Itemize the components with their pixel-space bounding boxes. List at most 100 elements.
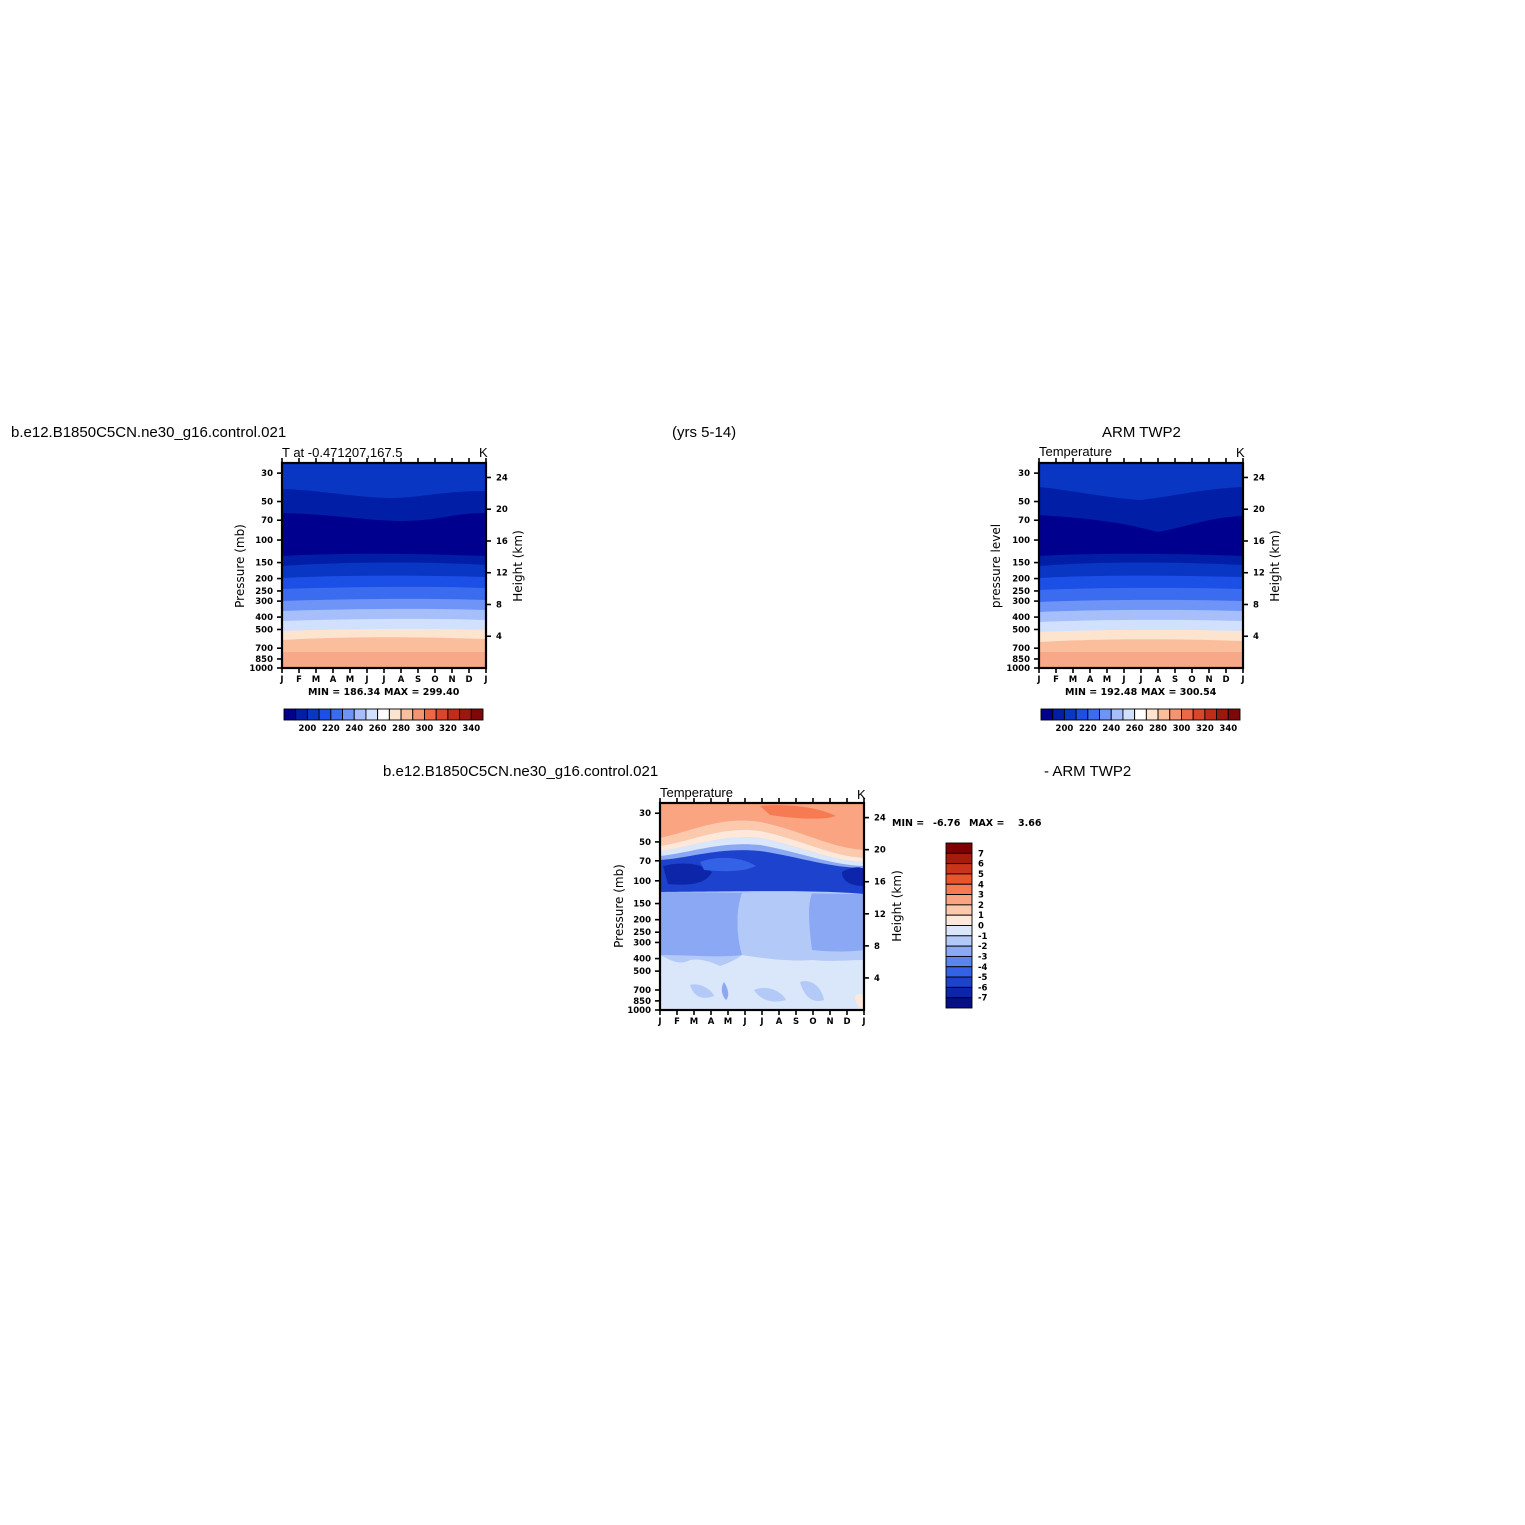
y-tick-label-height: 8 bbox=[496, 600, 502, 610]
x-tick-label: J bbox=[1138, 675, 1142, 685]
y-tick-label-pressure: 200 bbox=[255, 575, 273, 585]
colorbar-label: 240 bbox=[345, 724, 363, 734]
y-tick-label-pressure: 300 bbox=[255, 597, 273, 607]
panel-c-max-label: MAX = bbox=[969, 818, 1004, 829]
y-tick-label-height: 24 bbox=[874, 814, 886, 824]
colorbar-swatch bbox=[945, 997, 973, 1009]
x-tick-label: A bbox=[1087, 675, 1094, 685]
x-tick-label: S bbox=[793, 1017, 799, 1027]
x-tick-label: F bbox=[1053, 675, 1059, 685]
colorbar-label: 260 bbox=[1126, 724, 1144, 734]
colorbar-label: -6 bbox=[978, 983, 988, 993]
x-tick-label: M bbox=[724, 1017, 732, 1027]
panel-a-min: MIN = 186.34 bbox=[308, 687, 381, 698]
x-tick-label: M bbox=[1069, 675, 1077, 685]
colorbar-swatch bbox=[945, 914, 973, 926]
colorbar-swatch bbox=[1075, 708, 1089, 721]
y-tick-label-height: 16 bbox=[496, 537, 508, 547]
colorbar-label: 240 bbox=[1102, 724, 1120, 734]
x-tick-label: J bbox=[279, 675, 283, 685]
y-tick-label-height: 4 bbox=[874, 974, 880, 984]
colorbar-swatch bbox=[945, 955, 973, 968]
y-tick-label-pressure: 250 bbox=[1012, 587, 1030, 597]
colorbar-swatch bbox=[945, 925, 973, 937]
panel-c-units: K bbox=[857, 787, 866, 802]
colorbar-label: 7 bbox=[978, 849, 984, 859]
colorbar-swatch bbox=[283, 708, 297, 721]
panel-a-axes: J F M A M J J A S O N D J305070100150200250300400500… bbox=[249, 458, 508, 685]
y-tick-label-pressure: 1000 bbox=[249, 664, 273, 674]
colorbar-swatch bbox=[945, 986, 973, 999]
x-tick-label: D bbox=[843, 1017, 850, 1027]
colorbar-label: -1 bbox=[978, 932, 988, 942]
colorbar-swatch bbox=[1110, 708, 1124, 721]
panel-c-contours bbox=[660, 803, 864, 1010]
x-tick-label: S bbox=[1172, 675, 1178, 685]
panel-a-ylabel-left: Pressure (mb) bbox=[233, 524, 247, 608]
colorbar-label: -3 bbox=[978, 952, 988, 962]
x-tick-label: O bbox=[809, 1017, 816, 1027]
panel-c-ylabel-left: Pressure (mb) bbox=[612, 864, 626, 948]
y-tick-label-pressure: 150 bbox=[1012, 559, 1030, 569]
colorbar-label: 260 bbox=[369, 724, 387, 734]
colorbar-swatch bbox=[400, 708, 414, 721]
y-tick-label-height: 12 bbox=[874, 910, 886, 920]
colorbar-swatch bbox=[306, 708, 320, 721]
panel-a-max: MAX = 299.40 bbox=[384, 687, 460, 698]
colorbar-swatch bbox=[945, 976, 973, 988]
x-tick-label: S bbox=[415, 675, 421, 685]
x-tick-label: J bbox=[483, 675, 487, 685]
colorbar-swatch bbox=[945, 945, 973, 957]
y-tick-label-pressure: 300 bbox=[633, 938, 651, 948]
y-tick-label-pressure: 400 bbox=[1012, 613, 1030, 623]
panel-center-title: (yrs 5-14) bbox=[672, 424, 736, 441]
y-tick-label-pressure: 400 bbox=[633, 955, 651, 965]
colorbar-swatch bbox=[945, 842, 973, 854]
panel-c-ylabel-right: Height (km) bbox=[890, 870, 904, 941]
y-tick-label-pressure: 700 bbox=[633, 986, 651, 996]
y-tick-label-pressure: 70 bbox=[639, 857, 651, 867]
y-tick-label-height: 24 bbox=[496, 473, 508, 483]
colorbar-swatch bbox=[945, 966, 973, 978]
y-tick-label-height: 12 bbox=[1253, 569, 1265, 579]
colorbar-swatch bbox=[1122, 708, 1136, 721]
colorbar-label: 200 bbox=[1056, 724, 1074, 734]
colorbar-swatch bbox=[1134, 708, 1147, 721]
y-tick-label-pressure: 850 bbox=[255, 655, 273, 665]
panel-c-axes: J F M A M J J A S O N D J305070100150200250300400500… bbox=[627, 798, 886, 1027]
colorbar-swatch bbox=[342, 708, 355, 721]
panel-a-ylabel-right: Height (km) bbox=[511, 530, 525, 601]
colorbar-label: 3 bbox=[978, 891, 984, 901]
colorbar-swatch bbox=[945, 904, 973, 916]
colorbar-swatch bbox=[945, 863, 973, 875]
panel-b-ylabel-right: Height (km) bbox=[1268, 530, 1282, 601]
colorbar-label: 340 bbox=[462, 724, 480, 734]
colorbar-label: -5 bbox=[978, 973, 988, 983]
colorbar-swatch bbox=[945, 883, 973, 896]
y-tick-label-pressure: 100 bbox=[255, 536, 273, 546]
y-tick-label-pressure: 200 bbox=[1012, 575, 1030, 585]
x-tick-label: A bbox=[1155, 675, 1162, 685]
colorbar-swatch bbox=[388, 708, 402, 721]
y-tick-label-pressure: 70 bbox=[261, 516, 273, 526]
y-tick-label-pressure: 100 bbox=[1012, 536, 1030, 546]
colorbar-label: 340 bbox=[1219, 724, 1237, 734]
colorbar-label: 1 bbox=[978, 911, 984, 921]
x-tick-label: J bbox=[364, 675, 368, 685]
colorbar-swatch bbox=[1204, 708, 1218, 721]
panel-c-max-value: 3.66 bbox=[1018, 818, 1042, 829]
colorbar-label: 200 bbox=[299, 724, 317, 734]
panel-b-max: MAX = 300.54 bbox=[1141, 687, 1217, 698]
panel-b-subtitle: Temperature bbox=[1039, 444, 1112, 459]
colorbar-label: 220 bbox=[1079, 724, 1097, 734]
colorbar-swatch bbox=[1052, 708, 1065, 721]
colorbar-label: 5 bbox=[978, 870, 984, 880]
colorbar-swatch bbox=[353, 708, 367, 721]
colorbar-swatch bbox=[1227, 708, 1241, 721]
y-tick-label-height: 16 bbox=[1253, 537, 1265, 547]
x-tick-label: N bbox=[448, 675, 455, 685]
y-tick-label-pressure: 250 bbox=[255, 587, 273, 597]
panel-b-contours bbox=[1039, 463, 1243, 668]
panel-c-subtitle: Temperature bbox=[660, 785, 733, 800]
